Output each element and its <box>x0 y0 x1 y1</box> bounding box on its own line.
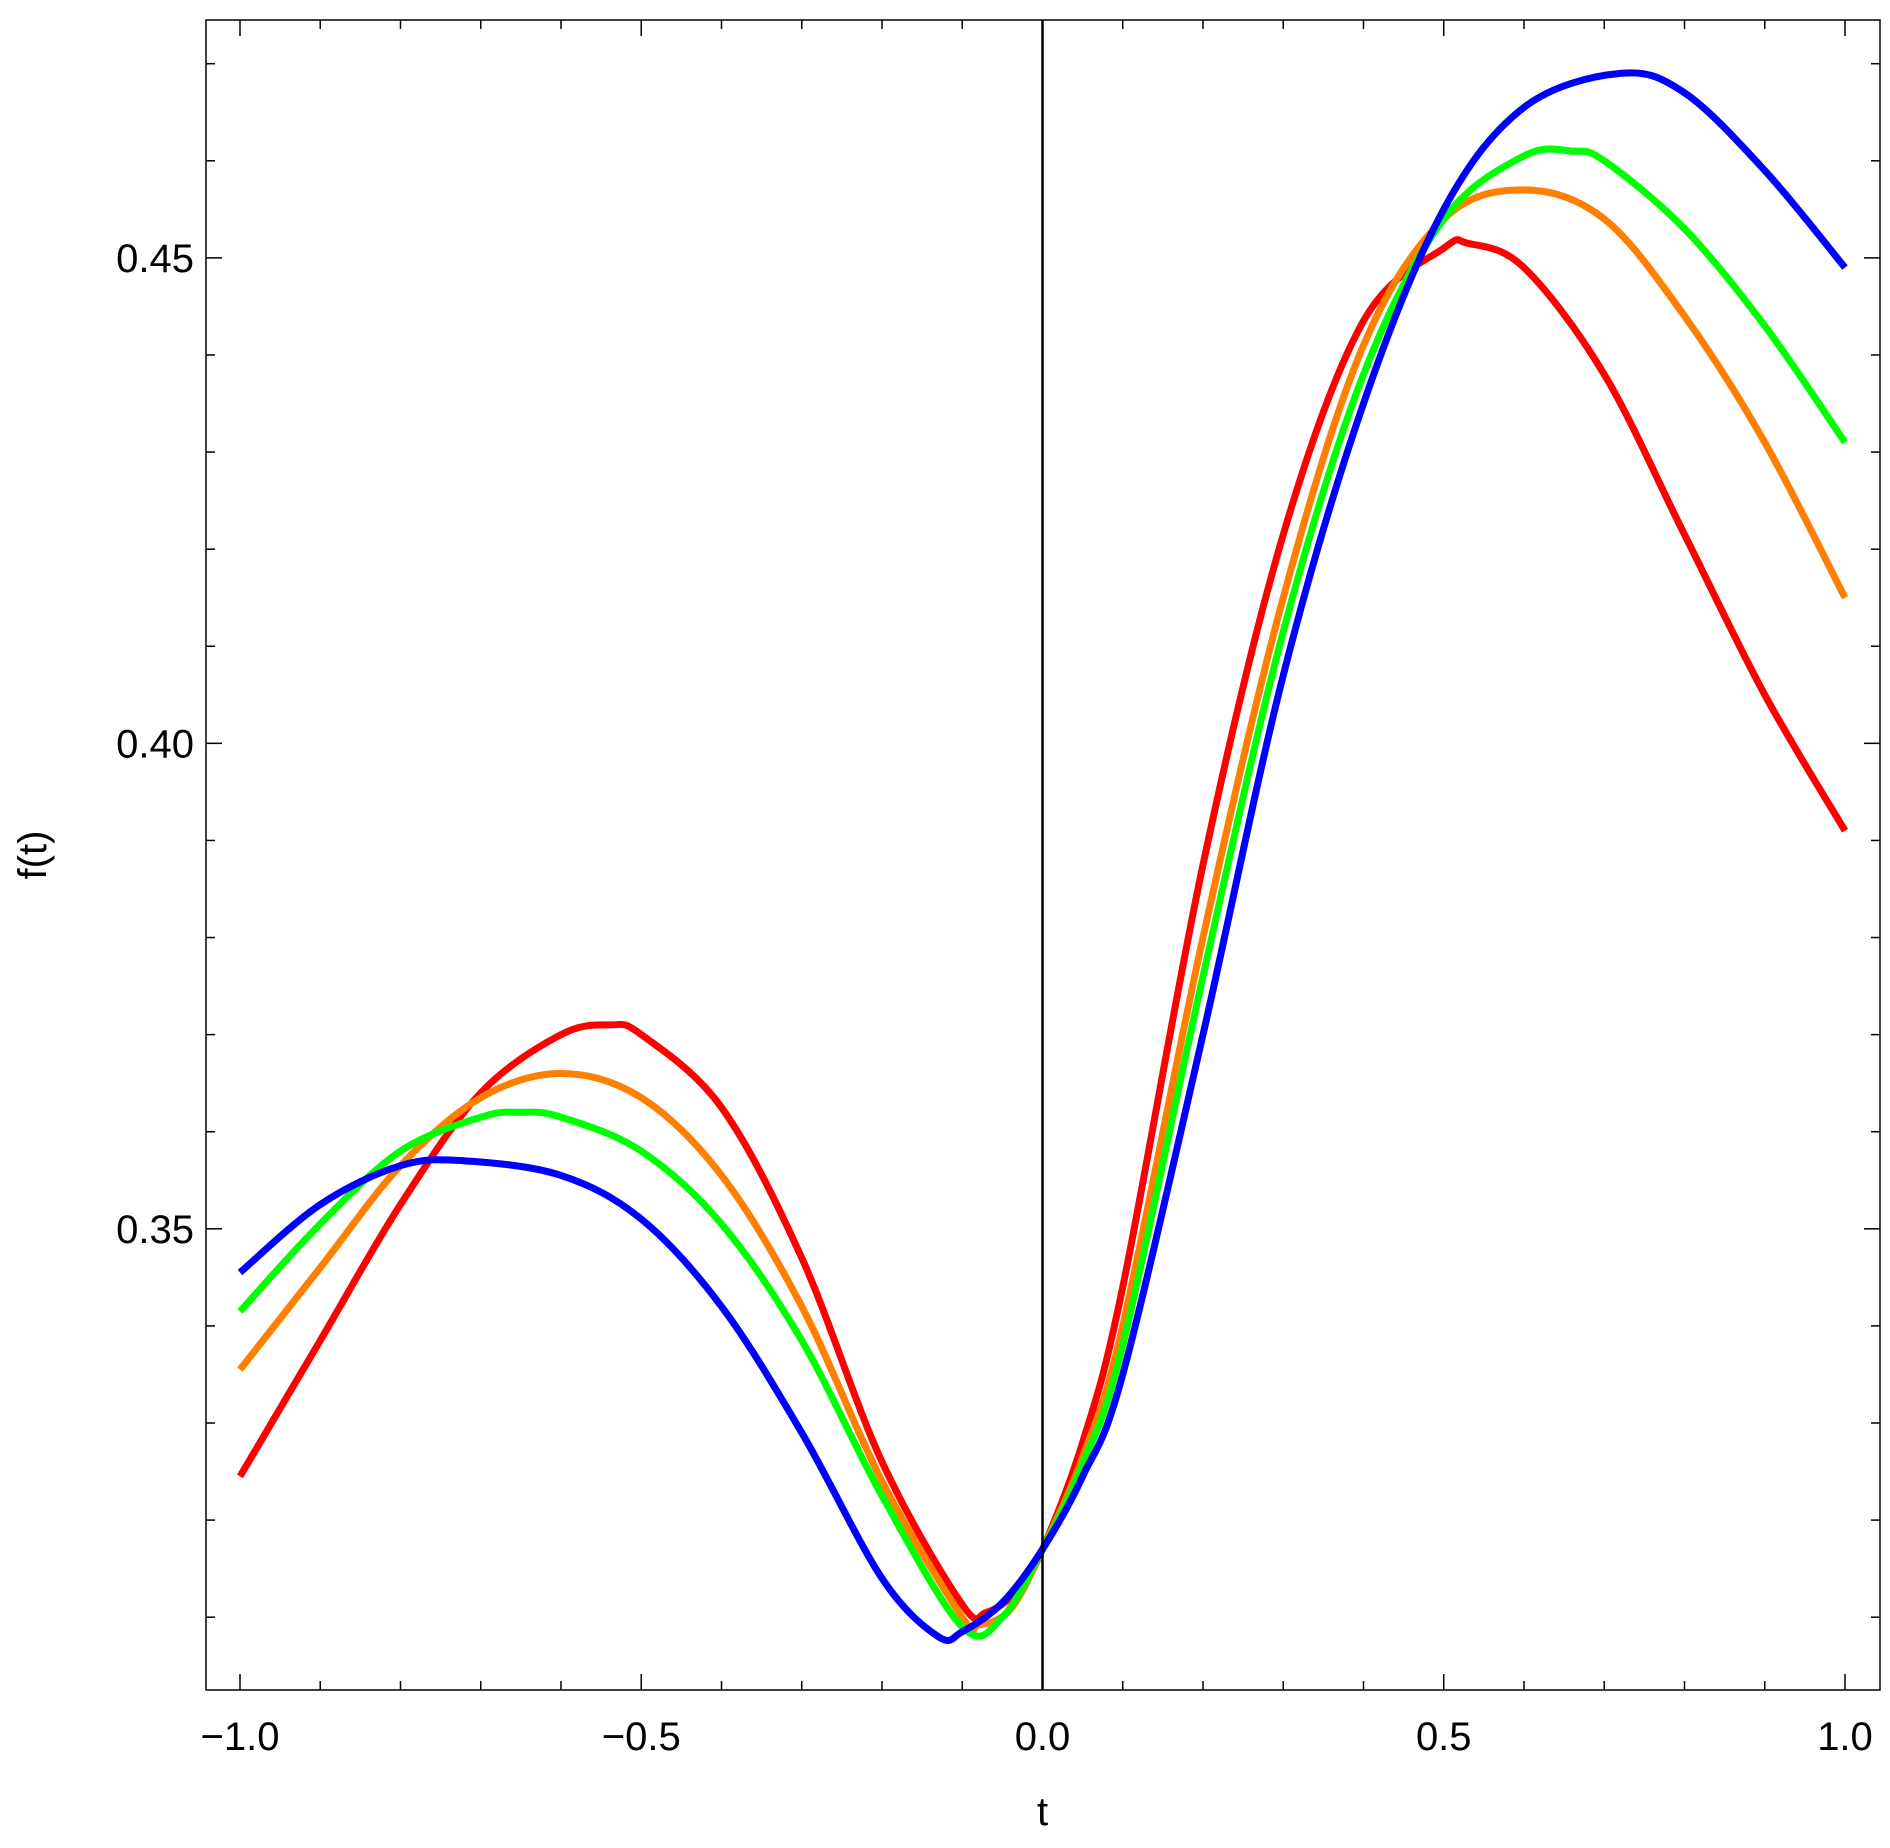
x-tick-label: 0.5 <box>1416 1715 1472 1759</box>
plot-frame <box>205 19 1881 1691</box>
x-tick-label: 0.0 <box>1015 1715 1071 1759</box>
x-tick-label: −0.5 <box>602 1715 681 1759</box>
tick-labels-layer: −1.0 −0.5 0.0 0.5 1.0 0.35 0.40 0.45 <box>116 237 1873 1759</box>
series-line-3 <box>237 145 1848 1640</box>
series-line-4 <box>237 69 1848 1644</box>
x-axis-title: t <box>1037 1790 1048 1834</box>
x-tick-label: 1.0 <box>1817 1715 1873 1759</box>
y-tick-label: 0.35 <box>116 1208 194 1252</box>
y-tick-label: 0.40 <box>116 722 194 766</box>
y-tick-label: 0.45 <box>116 237 194 281</box>
x-tick-label: −1.0 <box>201 1715 280 1759</box>
ticks-layer <box>206 20 1880 1690</box>
series-layer <box>236 69 1849 1644</box>
y-axis-title: f(t) <box>11 831 55 880</box>
